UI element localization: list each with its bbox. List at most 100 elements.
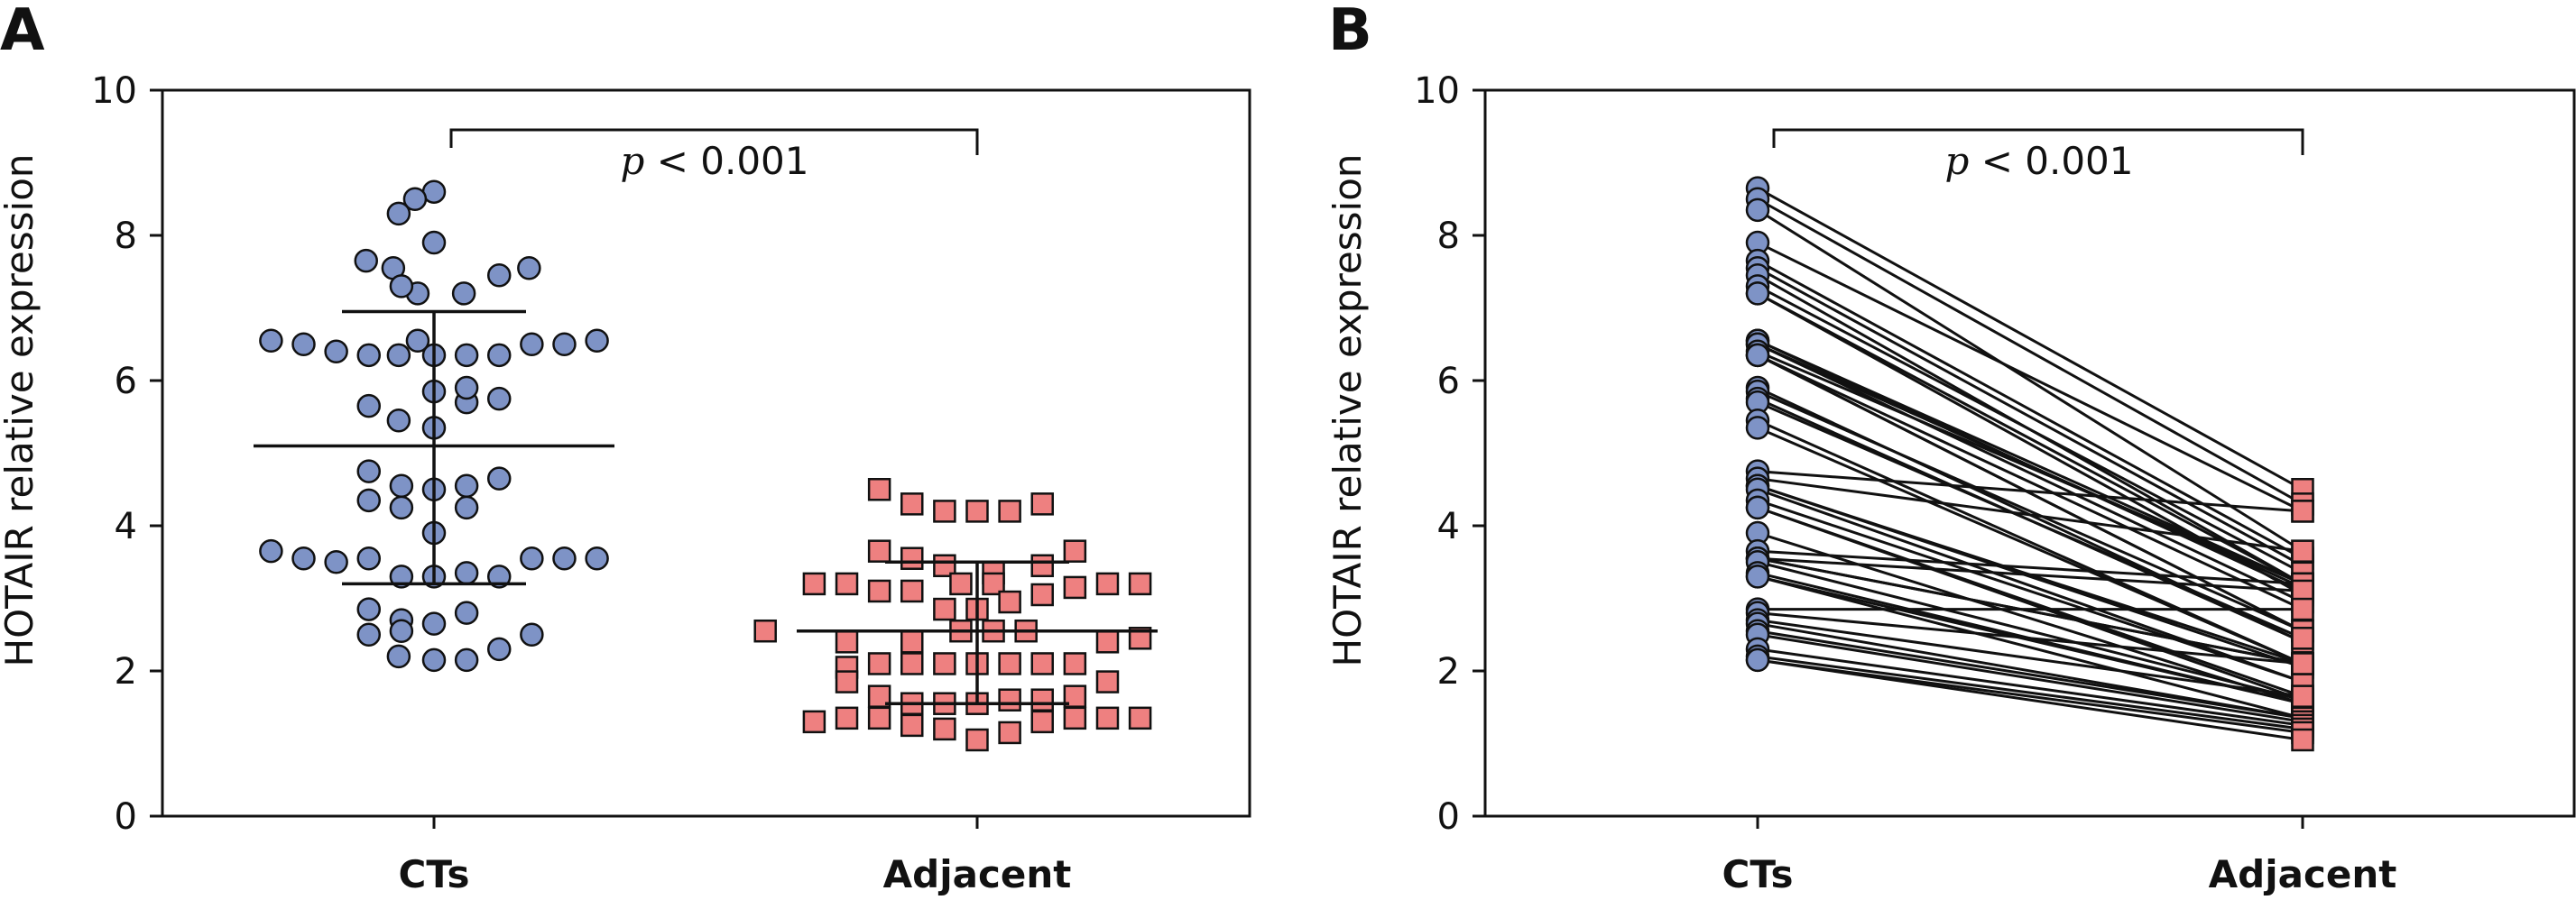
cts-data-point — [451, 281, 476, 306]
pair-line — [1757, 343, 2304, 603]
y-tick-label: 10 — [1414, 70, 1460, 112]
cts-data-point — [405, 328, 430, 353]
cts-data-point — [520, 332, 544, 356]
pair-line — [1757, 292, 2304, 585]
cts-data-point — [389, 619, 414, 643]
adjacent-data-point — [900, 630, 924, 654]
pair-line — [1757, 619, 2304, 698]
adjacent-data-point — [2291, 684, 2314, 708]
adjacent-data-point — [1030, 652, 1054, 675]
pair-line — [1757, 531, 2304, 705]
adjacent-data-point — [1063, 575, 1087, 600]
adjacent-data-point — [965, 728, 989, 752]
pair-line — [1757, 241, 2304, 513]
adjacent-data-point — [1063, 706, 1087, 730]
cts-data-point — [259, 328, 283, 353]
pair-line — [1757, 655, 2304, 730]
pair-line — [1757, 197, 2304, 506]
pair-line — [1757, 208, 2304, 553]
panel-b-marks — [1745, 176, 2314, 752]
cts-data-point — [324, 339, 348, 364]
adjacent-data-point — [1128, 572, 1152, 596]
cts-data-point — [389, 473, 414, 498]
adjacent-data-point — [933, 597, 956, 621]
adjacent-data-point — [1030, 554, 1054, 578]
cts-data-point — [356, 343, 382, 368]
y-tick-label: 8 — [1437, 216, 1460, 257]
adjacent-data-point — [2291, 500, 2314, 523]
adjacent-data-point — [2291, 539, 2314, 563]
pair-line — [1757, 560, 2304, 702]
pair-line — [1757, 350, 2304, 585]
cts-data-point — [517, 255, 541, 280]
adjacent-data-point — [900, 492, 924, 516]
cts-data-point — [356, 488, 382, 513]
cts-data-point — [1745, 495, 1770, 520]
pair-line — [1757, 633, 2304, 723]
cts-data-point — [356, 393, 382, 418]
panel-a-p-value: p < 0.001 — [620, 139, 808, 183]
cts-data-point — [356, 622, 382, 647]
cts-data-point — [421, 647, 447, 673]
adjacent-data-point — [900, 652, 924, 675]
adjacent-data-point — [1030, 492, 1054, 516]
panel-a-plot-frame — [161, 88, 1251, 818]
pair-line — [1757, 611, 2304, 666]
adjacent-data-point — [998, 688, 1021, 712]
adjacent-data-point — [1063, 539, 1087, 563]
pair-line — [1757, 187, 2304, 491]
cts-data-point — [552, 332, 577, 356]
adjacent-data-point — [1030, 710, 1054, 734]
pair-line — [1757, 484, 2304, 669]
cts-data-point — [1745, 416, 1770, 440]
adjacent-data-point — [900, 713, 924, 738]
cts-data-point — [356, 597, 382, 621]
adjacent-data-point — [2291, 627, 2314, 650]
adjacent-data-point — [1095, 670, 1120, 693]
cts-data-point — [1745, 197, 1770, 223]
cts-data-point — [1745, 343, 1770, 368]
cts-data-point — [421, 611, 447, 636]
pair-line — [1757, 488, 2304, 684]
cts-data-point — [520, 546, 544, 571]
pair-line — [1757, 556, 2304, 592]
y-tick-label: 10 — [91, 70, 137, 112]
panel-b-letter: B — [1328, 0, 1372, 64]
panel-a: A HOTAIR relative expression 0 2 4 6 8 10 CTs… — [0, 0, 1251, 896]
cts-data-point — [454, 561, 479, 585]
pair-line — [1757, 259, 2304, 560]
adjacent-data-point — [802, 710, 826, 734]
pair-line — [1757, 354, 2304, 633]
y-tick-label: 0 — [115, 796, 137, 838]
series-adjacent — [753, 478, 1152, 752]
panel-b-y-ticks: 0 2 4 6 8 10 — [1414, 70, 1485, 838]
cts-data-point — [552, 546, 577, 571]
cts-data-point — [454, 473, 479, 498]
cts-data-point — [354, 248, 378, 273]
pair-line — [1757, 647, 2304, 727]
adjacent-data-point — [835, 572, 859, 596]
cts-data-point — [585, 546, 609, 571]
cts-data-point — [386, 644, 411, 669]
cts-data-point — [486, 637, 512, 662]
adjacent-data-point — [933, 500, 956, 523]
cts-data-point — [454, 375, 479, 400]
adjacent-data-point — [982, 572, 1005, 596]
cts-data-point — [356, 546, 382, 571]
adjacent-data-point — [933, 652, 956, 675]
pair-line — [1757, 400, 2304, 640]
adjacent-data-point — [2291, 728, 2314, 752]
adjacent-data-point — [1095, 706, 1120, 730]
pair-line — [1757, 390, 2304, 633]
cts-data-point — [486, 565, 512, 589]
y-tick-label: 4 — [115, 506, 137, 547]
pair-line — [1757, 506, 2304, 702]
y-tick-label: 6 — [1437, 361, 1460, 402]
adjacent-data-point — [965, 500, 989, 523]
adjacent-data-point — [998, 721, 1021, 745]
pair-line — [1757, 266, 2304, 567]
cts-data-point — [259, 538, 283, 564]
adjacent-data-point — [2291, 597, 2314, 621]
cts-data-point — [324, 550, 348, 574]
panel-a-x-label-cts: CTs — [399, 852, 470, 896]
